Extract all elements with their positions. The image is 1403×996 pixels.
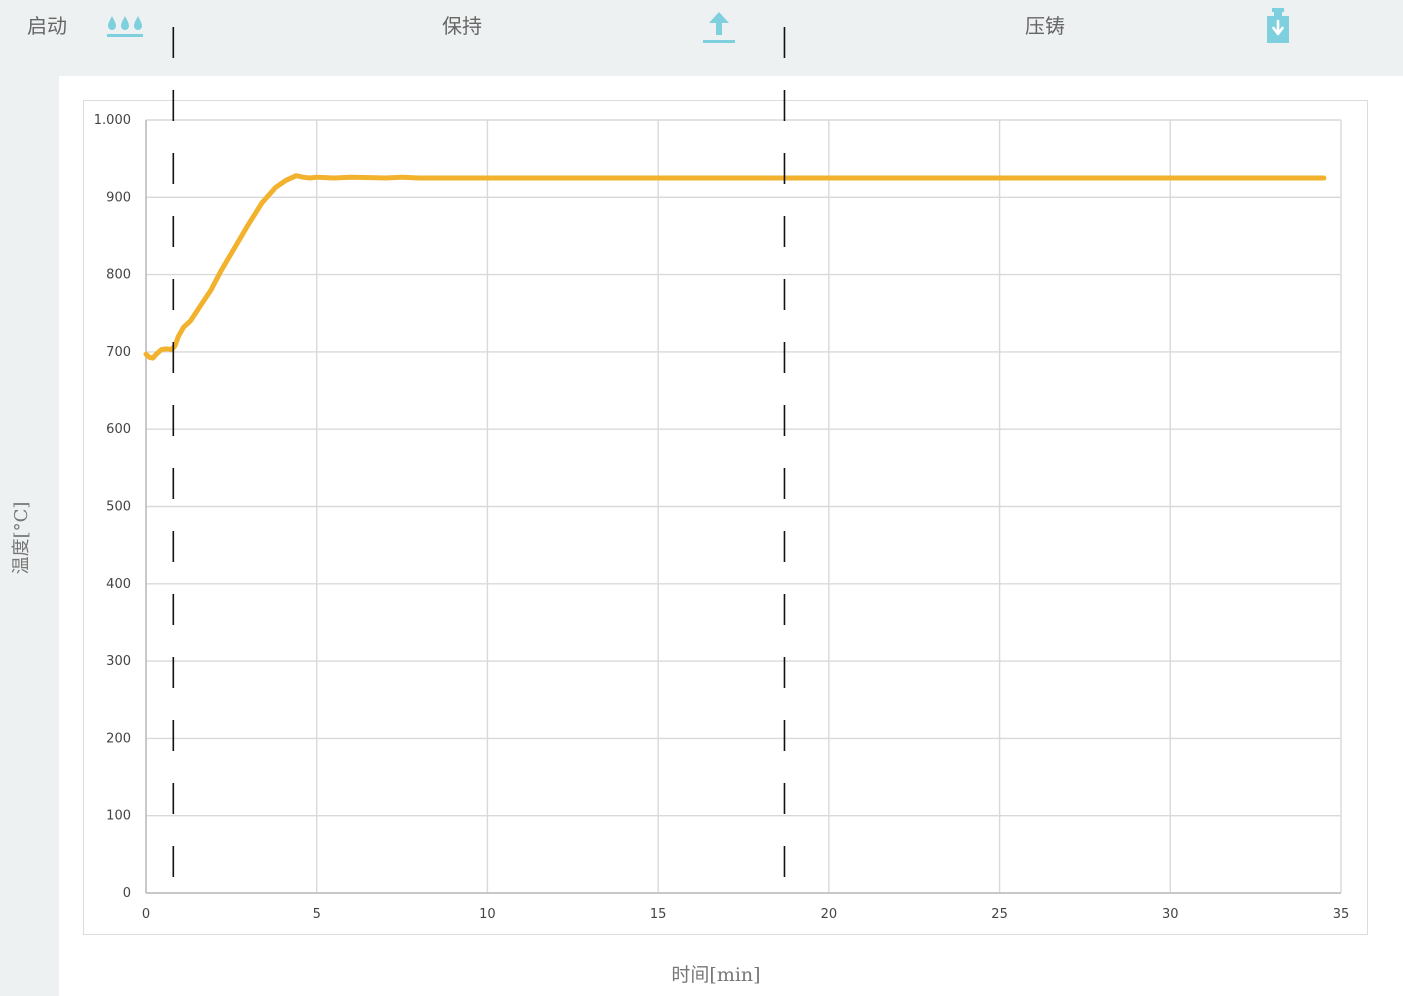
y-tick-label: 300 [106,654,131,669]
x-tick-label: 30 [1162,907,1179,922]
y-tick-label: 400 [106,577,131,592]
x-tick-label: 0 [142,907,150,922]
phase-label-hold: 保持 [442,14,482,38]
x-tick-label: 10 [479,907,496,922]
y-tick-label: 700 [106,345,131,360]
y-tick-label: 100 [106,809,131,824]
x-axis-label: 时间[min] [671,964,761,986]
y-tick-label: 600 [106,422,131,437]
phase-label-casting: 压铸 [1025,14,1065,38]
y-tick-label: 900 [106,190,131,205]
weight-press-icon [1267,8,1289,43]
y-tick-label: 500 [106,500,131,515]
temperature-series-line [143,173,1327,361]
phase-label-start: 启动 [27,14,67,38]
water-drops-icon [107,16,143,37]
y-tick-label: 1.000 [94,113,131,128]
upload-arrow-icon [703,12,735,43]
phase-header: 启动 保持 压铸 [0,0,1403,76]
x-tick-label: 35 [1333,907,1350,922]
x-tick-label: 20 [821,907,838,922]
y-tick-label: 200 [106,731,131,746]
x-tick-label: 15 [650,907,667,922]
chart-frame [83,100,1368,935]
y-tick-label: 0 [123,886,131,901]
x-tick-label: 25 [991,907,1008,922]
x-tick-label: 5 [313,907,321,922]
y-tick-label: 800 [106,268,131,283]
y-axis-label: 温度[°C] [11,501,32,575]
